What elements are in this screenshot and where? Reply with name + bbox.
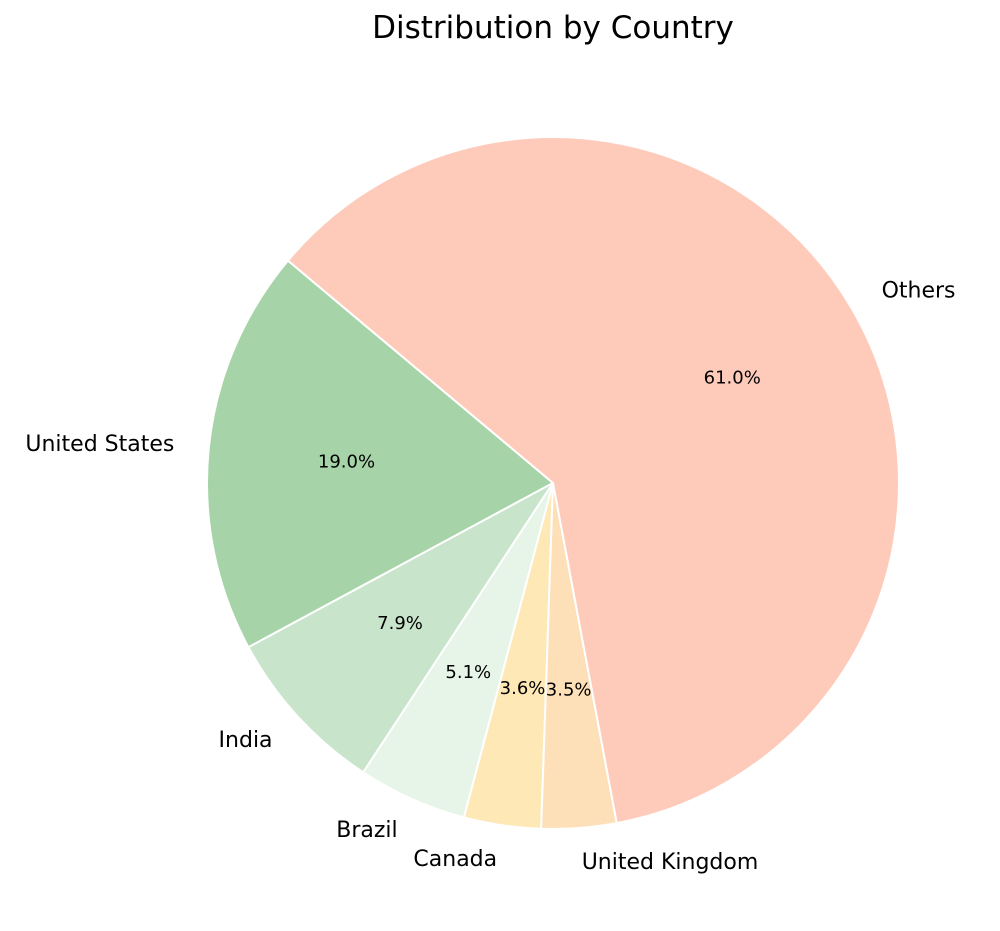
chart-title: Distribution by Country <box>372 10 734 46</box>
slice-label-canada: Canada <box>413 847 497 872</box>
slice-label-united-states: United States <box>25 432 174 457</box>
slice-label-united-kingdom: United Kingdom <box>582 850 759 875</box>
slice-pct-others: 61.0% <box>704 368 761 389</box>
slice-pct-brazil: 5.1% <box>445 662 491 683</box>
slice-india <box>247 482 554 774</box>
slice-label-india: India <box>219 728 273 753</box>
pie-labels: United States 19.0% India 7.9% Brazil 5.1% Can… <box>25 278 955 875</box>
slice-pct-canada: 3.6% <box>500 678 546 699</box>
slice-pct-united-kingdom: 3.5% <box>546 680 592 701</box>
slice-pct-united-states: 19.0% <box>318 451 375 472</box>
pie-slices <box>206 136 900 830</box>
slice-others <box>286 136 900 825</box>
slice-pct-india: 7.9% <box>377 613 423 634</box>
slice-label-others: Others <box>882 278 956 303</box>
slice-label-brazil: Brazil <box>336 818 397 843</box>
slice-united-states <box>206 259 554 649</box>
